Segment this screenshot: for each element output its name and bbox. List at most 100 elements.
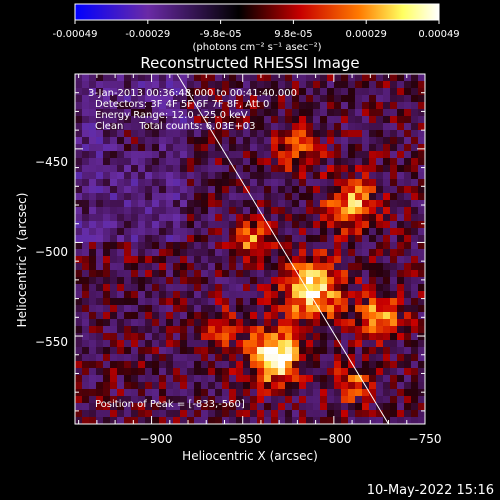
heatmap-cell [397, 312, 405, 320]
heatmap-cell [348, 312, 356, 320]
heatmap-cell [383, 256, 391, 264]
heatmap-cell [341, 333, 349, 341]
heatmap-cell [397, 242, 405, 250]
heatmap-cell [229, 102, 237, 110]
heatmap-cell [236, 270, 244, 278]
heatmap-cell [362, 410, 370, 418]
heatmap-cell [299, 144, 307, 152]
heatmap-cell [320, 305, 328, 313]
heatmap-cell [96, 158, 104, 166]
heatmap-cell [264, 88, 272, 96]
heatmap-cell [369, 221, 377, 229]
heatmap-cell [327, 389, 335, 397]
heatmap-cell [383, 165, 391, 173]
heatmap-cell [110, 256, 118, 264]
heatmap-cell [404, 179, 412, 187]
heatmap-cell [96, 256, 104, 264]
heatmap-cell [355, 102, 363, 110]
heatmap-cell [257, 277, 265, 285]
heatmap-cell [131, 109, 139, 117]
heatmap-cell [285, 116, 293, 124]
heatmap-cell [369, 256, 377, 264]
heatmap-cell [397, 151, 405, 159]
heatmap-cell [138, 277, 146, 285]
heatmap-cell [152, 95, 160, 103]
heatmap-cell [327, 249, 335, 257]
heatmap-cell [187, 123, 195, 131]
heatmap-cell [327, 81, 335, 89]
heatmap-cell [285, 340, 293, 348]
heatmap-cell [383, 333, 391, 341]
heatmap-cell [117, 102, 125, 110]
heatmap-cell [404, 354, 412, 362]
heatmap-cell [145, 375, 153, 383]
heatmap-cell [369, 333, 377, 341]
heatmap-cell [194, 165, 202, 173]
heatmap-cell [362, 116, 370, 124]
heatmap-cell [208, 179, 216, 187]
heatmap-cell [397, 193, 405, 201]
heatmap-cell [320, 207, 328, 215]
heatmap-cell [145, 130, 153, 138]
heatmap-cell [250, 123, 258, 131]
heatmap-cell [82, 186, 90, 194]
heatmap-cell [117, 312, 125, 320]
x-tick-label: −900 [140, 432, 173, 446]
heatmap-cell [229, 200, 237, 208]
heatmap-cell [96, 242, 104, 250]
heatmap-cell [208, 74, 216, 82]
heatmap-cell [229, 235, 237, 243]
heatmap-cell [201, 319, 209, 327]
heatmap-cell [418, 347, 425, 355]
heatmap-cell [299, 284, 307, 292]
heatmap-cell [341, 382, 349, 390]
heatmap-cell [327, 263, 335, 271]
heatmap-cell [187, 207, 195, 215]
heatmap-cell [243, 256, 251, 264]
heatmap-cell [313, 137, 321, 145]
heatmap-cell [327, 200, 335, 208]
heatmap-cell [355, 277, 363, 285]
heatmap-cell [292, 102, 300, 110]
heatmap-cell [222, 228, 230, 236]
heatmap-cell [110, 186, 118, 194]
heatmap-cell [376, 354, 384, 362]
heatmap-cell [257, 123, 265, 131]
heatmap-cell [355, 81, 363, 89]
heatmap-cell [103, 165, 111, 173]
heatmap-cell [173, 116, 181, 124]
heatmap-cell [383, 249, 391, 257]
heatmap-cell [208, 284, 216, 292]
heatmap-cell [75, 235, 83, 243]
heatmap-cell [152, 172, 160, 180]
heatmap-cell [411, 249, 419, 257]
heatmap-cell [383, 298, 391, 306]
heatmap-cell [180, 102, 188, 110]
heatmap-cell [348, 137, 356, 145]
heatmap-cell [159, 144, 167, 152]
heatmap-cell [320, 333, 328, 341]
heatmap-cell [236, 102, 244, 110]
heatmap-cell [376, 123, 384, 131]
heatmap-cell [383, 193, 391, 201]
heatmap-cell [103, 151, 111, 159]
heatmap-cell [208, 95, 216, 103]
heatmap-cell [341, 368, 349, 376]
heatmap-cell [341, 396, 349, 404]
heatmap-cell [173, 179, 181, 187]
heatmap-cell [320, 228, 328, 236]
heatmap-cell [110, 270, 118, 278]
heatmap-cell [229, 221, 237, 229]
heatmap-cell [229, 88, 237, 96]
heatmap-cell [145, 137, 153, 145]
heatmap-cell [173, 382, 181, 390]
heatmap-cell [292, 382, 300, 390]
heatmap-cell [376, 347, 384, 355]
heatmap-cell [152, 361, 160, 369]
heatmap-cell [159, 130, 167, 138]
heatmap-cell [327, 193, 335, 201]
heatmap-cell [292, 95, 300, 103]
heatmap-cell [320, 88, 328, 96]
heatmap-cell [320, 284, 328, 292]
heatmap-cell [390, 319, 398, 327]
